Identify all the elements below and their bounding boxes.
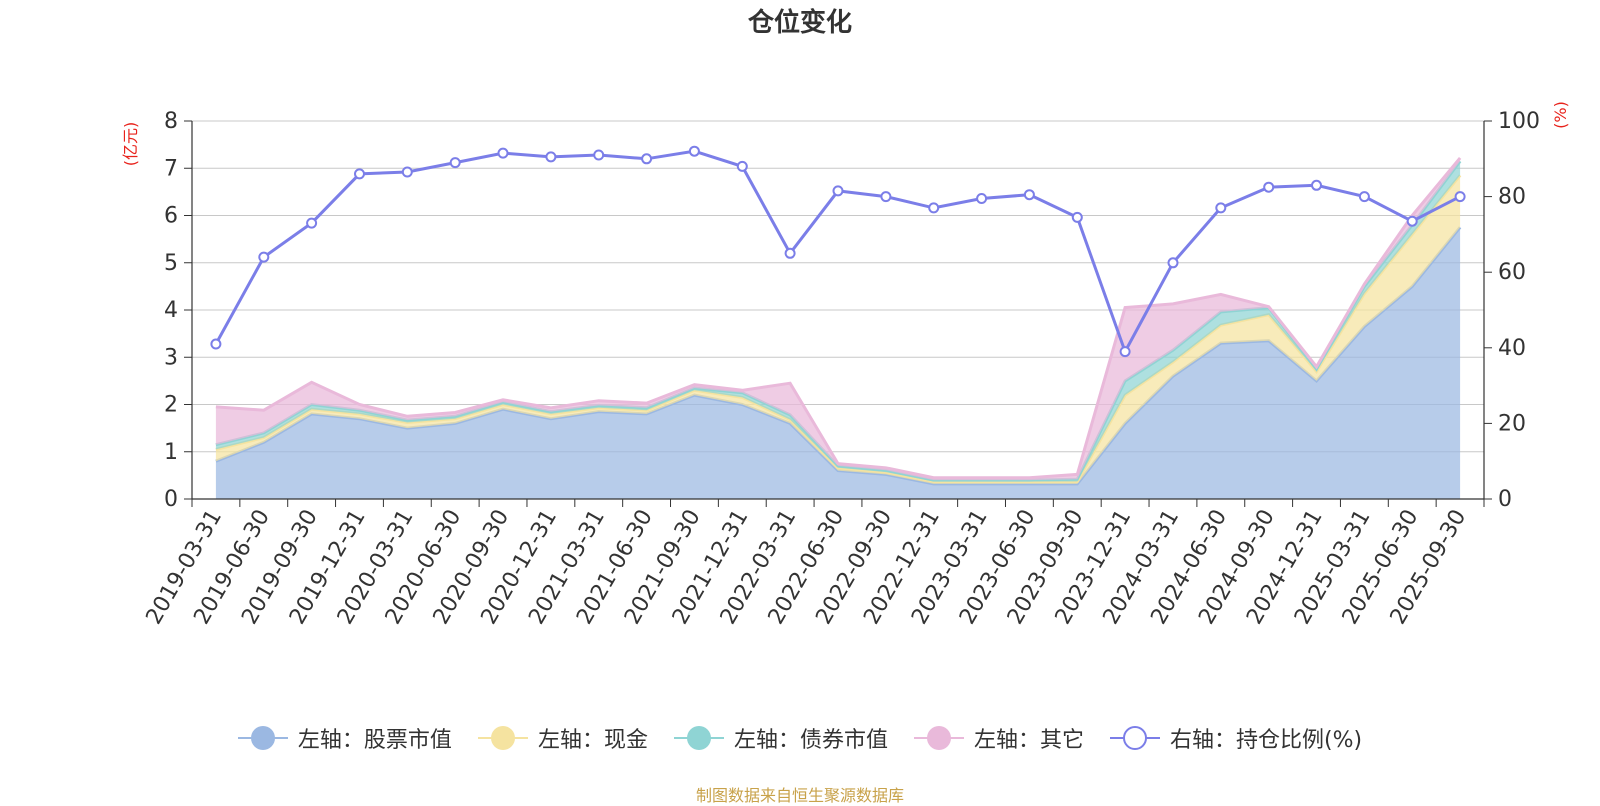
area-左轴：其它 [215, 157, 1461, 481]
legend-dot [1122, 726, 1147, 750]
ratio-point [1263, 181, 1275, 193]
ratio-point [258, 251, 270, 263]
y-right-tick-label: 0 [1498, 487, 1512, 512]
ratio-point [736, 160, 748, 172]
legend-dot [686, 726, 711, 750]
legend-symbol [477, 725, 528, 751]
ratio-point [1071, 211, 1083, 223]
ratio-point [1311, 179, 1322, 191]
legend-symbol [237, 725, 288, 751]
legend-symbol [1109, 725, 1160, 751]
stacked-areas [215, 156, 1462, 500]
legend: 左轴：股票市值 左轴：现金 左轴：债券市值 左轴：其它 右轴：持仓比例(%) [0, 722, 1600, 754]
ratio-point [1406, 215, 1418, 227]
legend-symbol [673, 725, 724, 751]
legend-label: 左轴：股票市值 [297, 728, 452, 753]
legend-dot [926, 726, 951, 750]
ratio-point [354, 168, 365, 180]
legend-dot [250, 726, 275, 750]
y-right-tick-label: 60 [1498, 260, 1526, 285]
ratio-point [832, 185, 844, 197]
ratio-point [784, 247, 796, 259]
ratio-line [210, 145, 1466, 358]
y-axis-left-label: (亿元) [121, 122, 140, 167]
legend-item[interactable]: 左轴：股票市值 [237, 722, 452, 754]
y-left-tick-label: 3 [164, 345, 178, 370]
legend-symbol [913, 725, 964, 751]
y-left-tick-label: 5 [164, 251, 178, 276]
y-left-tick-label: 1 [164, 440, 178, 465]
area-左轴：股票市值 [215, 227, 1461, 500]
ratio-point [880, 191, 892, 203]
ratio-point [593, 149, 605, 161]
ratio-point [928, 202, 940, 214]
y-left-tick-label: 8 [164, 109, 178, 134]
area-edge-左轴：其它 [215, 156, 1462, 480]
y-right-tick-label: 20 [1498, 411, 1526, 436]
y-right-tick-label: 100 [1498, 109, 1540, 134]
y-left-tick-label: 0 [164, 487, 178, 512]
ratio-point [976, 193, 988, 204]
y-left-tick-label: 7 [164, 156, 178, 181]
ratio-point [1119, 346, 1131, 358]
y-axis-right-label: (%) [1551, 101, 1570, 129]
legend-label: 左轴：现金 [537, 728, 648, 753]
ratio-point [1023, 189, 1035, 201]
ratio-point [210, 338, 222, 350]
legend-item[interactable]: 右轴：持仓比例(%) [1109, 722, 1363, 754]
y-right-tick-label: 80 [1498, 185, 1526, 210]
legend-label: 左轴：其它 [973, 728, 1084, 753]
legend-label: 右轴：持仓比例(%) [1169, 728, 1363, 753]
legend-item[interactable]: 左轴：其它 [913, 722, 1084, 754]
source-note: 制图数据来自恒生聚源数据库 [695, 786, 904, 805]
ratio-point [545, 151, 557, 163]
legend-label: 左轴：债券市值 [733, 728, 888, 753]
ratio-point [497, 147, 509, 159]
ratio-point [401, 166, 413, 178]
y-right-tick-label: 40 [1498, 336, 1526, 361]
y-left-tick-label: 2 [164, 393, 178, 418]
ratio-point [306, 217, 318, 229]
ratio-point [1215, 202, 1227, 214]
ratio-point [449, 157, 461, 169]
legend-item[interactable]: 左轴：现金 [477, 722, 648, 754]
ratio-point [1167, 257, 1179, 269]
y-left-tick-label: 6 [164, 204, 178, 229]
ratio-point [1358, 191, 1370, 203]
legend-dot [490, 726, 515, 750]
ratio-point [641, 153, 653, 165]
chart-title: 仓位变化 [747, 8, 852, 38]
ratio-point [688, 145, 700, 157]
legend-item[interactable]: 左轴：债券市值 [673, 722, 888, 754]
ratio-point [1454, 191, 1466, 203]
y-left-tick-label: 4 [164, 298, 178, 323]
